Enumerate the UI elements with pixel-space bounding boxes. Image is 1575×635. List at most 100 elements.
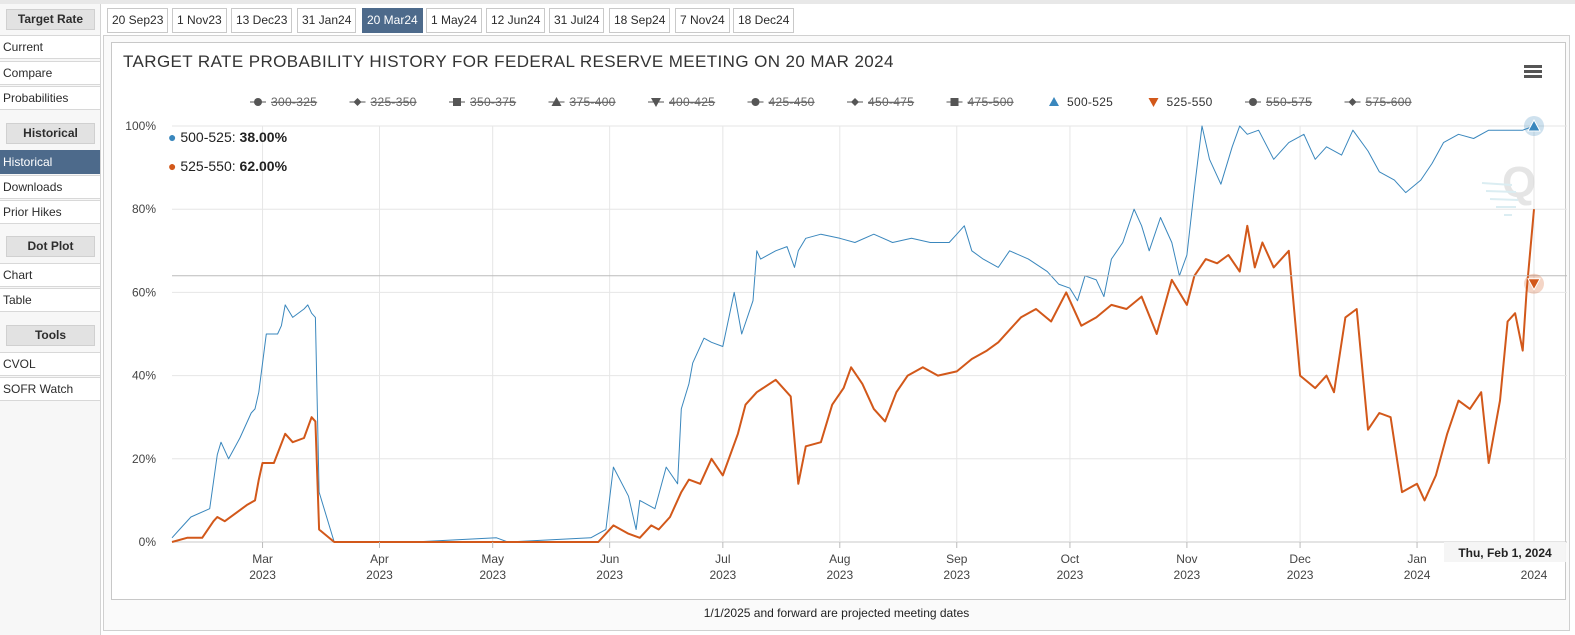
sidebar-item-chart[interactable]: Chart [0,263,100,287]
tab-31-jul24[interactable]: 31 Jul24 [549,8,605,33]
tab-1-nov23[interactable]: 1 Nov23 [172,8,227,33]
marker-525-550 [1527,278,1541,291]
y-tick-label: 80% [132,202,156,216]
y-tick-label: 60% [132,285,156,299]
chart-legend: 300-325 325-350 350-375 375-400 400-425 425-4… [250,95,1412,109]
legend-marker [1249,98,1257,106]
legend-label: 500-525 [1067,95,1113,109]
legend-label: 450-475 [868,95,914,109]
tooltip-dot-525-550: ● [168,158,176,174]
sidebar-item-current[interactable]: Current [0,35,100,59]
sidebar-item-compare[interactable]: Compare [0,61,100,85]
x-tick-year: 2023 [1057,568,1084,582]
x-tick-month: Nov [1176,552,1197,566]
x-tick-month: Apr [370,552,389,566]
legend-marker [851,98,859,106]
chart-container: TARGET RATE PROBABILITY HISTORY FOR FEDE… [111,42,1567,600]
legend-label: 375-400 [570,95,616,109]
sidebar-heading-target-rate: Target Rate [6,9,95,30]
x-tick-year: 2023 [249,568,276,582]
footer-note: 1/1/2025 and forward are projected meeti… [703,606,970,620]
legend-marker [651,98,661,107]
tab-7-nov24[interactable]: 7 Nov24 [675,8,730,33]
tab-20-mar24[interactable]: 20 Mar24 [362,8,423,33]
x-tick-month: Jul [715,552,730,566]
legend-item-400-425[interactable]: 400-425 [648,95,715,109]
sidebar-item-table[interactable]: Table [0,288,100,312]
tab-18-sep24[interactable]: 18 Sep24 [609,8,671,33]
marker-500-525 [1527,118,1541,132]
legend-item-350-375[interactable]: 350-375 [449,95,516,109]
tooltip-label-500-525: 500-525 [180,129,232,145]
x-tick-month: Jun [600,552,619,566]
x-tick-month: Sep [946,552,968,566]
x-tick-year: 2023 [1287,568,1314,582]
legend-label: 525-550 [1167,95,1213,109]
chart-series [171,125,1535,543]
x-tick-year: 2023 [366,568,393,582]
tab-13-dec23[interactable]: 13 Dec23 [231,8,293,33]
legend-item-375-400[interactable]: 375-400 [548,95,616,109]
legend-marker [1348,98,1357,106]
chart-svg: TARGET RATE PROBABILITY HISTORY FOR FEDE… [123,52,1567,582]
hamburger-menu-icon[interactable] [1522,63,1544,80]
legend-item-325-350[interactable]: 325-350 [349,95,417,109]
legend-item-500-525[interactable]: 500-525 [1049,95,1113,109]
legend-label: 475-500 [968,95,1014,109]
x-tick-month: May [481,552,504,566]
tab-12-jun24[interactable]: 12 Jun24 [486,8,546,33]
svg-text:● 500-525: 38: ● 500-525: 38.00% [168,129,288,145]
sidebar-item-downloads[interactable]: Downloads [0,175,100,199]
top-strip [0,0,1575,4]
tab-18-dec24[interactable]: 18 Dec24 [733,8,795,33]
legend-item-300-325[interactable]: 300-325 [250,95,317,109]
tooltip-value-500-525: 38.00% [240,129,288,145]
x-tick-year: 2023 [1174,568,1201,582]
sidebar-heading-historical: Historical [6,123,95,144]
legend-label: 350-375 [470,95,516,109]
legend-item-450-475[interactable]: 450-475 [847,95,914,109]
legend-marker [353,98,362,106]
end-markers [1524,116,1544,294]
tab-31-jan24[interactable]: 31 Jan24 [297,8,357,33]
legend-label: 300-325 [271,95,317,109]
x-tick-month: Jan [1407,552,1426,566]
x-tick-year: 2023 [596,568,623,582]
legend-item-550-575[interactable]: 550-575 [1245,95,1312,109]
date-tooltip-label: Thu, Feb 1, 2024 [1458,546,1552,560]
legend-label: 325-350 [371,95,417,109]
sidebar-item-historical[interactable]: Historical [0,150,100,174]
y-tick-label: 20% [132,452,156,466]
y-tick-label: 40% [132,369,156,383]
legend-marker [950,98,959,106]
tooltip-label-525-550: 525-550 [180,158,232,174]
sidebar: Target Rate Current Compare Probabilitie… [0,4,101,635]
x-tick-year: 2023 [709,568,736,582]
legend-marker [1148,98,1159,107]
legend-marker [453,98,461,106]
legend-label: 550-575 [1266,95,1312,109]
legend-item-475-500[interactable]: 475-500 [946,95,1014,109]
legend-item-575-600[interactable]: 575-600 [1344,95,1412,109]
tooltip-dot-500-525: ● [168,129,176,145]
sidebar-item-cvol[interactable]: CVOL [0,352,100,376]
tab-1-may24[interactable]: 1 May24 [426,8,483,33]
x-axis: Mar 2023 Apr 2023 May 2023 Jun 2023 Jul 2023 Aug 20… [249,542,1548,582]
legend-item-525-550[interactable]: 525-550 [1148,95,1213,109]
sidebar-heading-dot-plot: Dot Plot [6,236,95,257]
legend-item-425-450[interactable]: 425-450 [747,95,815,109]
legend-marker [1049,97,1059,106]
y-tick-label: 0% [139,535,157,549]
x-tick-year: 2023 [479,568,506,582]
sidebar-item-prior-hikes[interactable]: Prior Hikes [0,200,100,224]
sidebar-heading-tools: Tools [6,325,95,346]
x-tick-year: 2023 [826,568,853,582]
x-tick-year: 2023 [943,568,970,582]
legend-marker [551,97,562,106]
sidebar-item-sofr-watch[interactable]: SOFR Watch [0,377,100,401]
svg-text:● 525-550: 62: ● 525-550: 62.00% [168,158,288,174]
tooltip: ● 500-525: 38.00% ● 525-550: 62.00% [168,129,288,174]
tooltip-value-525-550: 62.00% [240,158,288,174]
sidebar-item-probabilities[interactable]: Probabilities [0,86,100,110]
tab-20-sep23[interactable]: 20 Sep23 [107,8,169,33]
